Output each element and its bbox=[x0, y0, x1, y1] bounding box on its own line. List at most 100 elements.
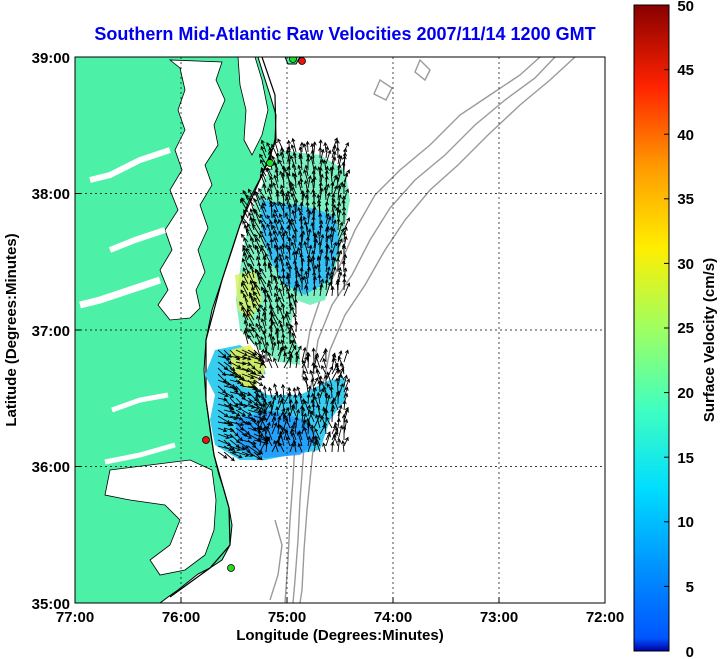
velocity-arrow bbox=[288, 398, 293, 411]
velocity-arrow bbox=[305, 236, 310, 249]
velocity-arrow bbox=[269, 273, 274, 285]
velocity-arrow bbox=[274, 263, 279, 279]
gap-hole bbox=[256, 372, 305, 395]
velocity-arrow bbox=[242, 312, 249, 327]
river-west-5 bbox=[104, 442, 176, 465]
velocity-arrow bbox=[323, 141, 328, 153]
velocity-arrow bbox=[262, 183, 267, 195]
velocity-arrow bbox=[247, 269, 255, 285]
velocity-arrow bbox=[229, 451, 243, 459]
velocity-arrow bbox=[241, 409, 253, 416]
velocity-arrow bbox=[260, 168, 267, 183]
velocity-arrow bbox=[308, 408, 315, 423]
colorbar-tick-label: 10 bbox=[677, 514, 694, 531]
velocity-arrow bbox=[312, 165, 318, 177]
velocity-arrow bbox=[241, 433, 253, 439]
velocity-arrow bbox=[289, 344, 297, 357]
velocity-arrow bbox=[241, 257, 249, 273]
velocity-arrow bbox=[241, 397, 253, 404]
velocity-arrow bbox=[229, 421, 245, 427]
velocity-arrow bbox=[306, 266, 312, 279]
velocity-arrow bbox=[278, 287, 285, 303]
velocity-arrow bbox=[253, 233, 261, 243]
velocity-arrow bbox=[329, 248, 334, 261]
velocity-arrow bbox=[281, 172, 286, 189]
velocity-arrow bbox=[341, 211, 347, 225]
velocity-arrow bbox=[298, 241, 303, 255]
velocity-arrow bbox=[267, 187, 273, 201]
velocity-arrow bbox=[261, 223, 267, 237]
velocity-arrow bbox=[223, 445, 237, 454]
velocity-arrow bbox=[243, 209, 249, 219]
velocity-arrow bbox=[281, 202, 286, 219]
velocity-arrow bbox=[235, 397, 243, 406]
velocity-arrow bbox=[275, 303, 280, 315]
velocity-arrow bbox=[217, 391, 229, 398]
velocity-arrow bbox=[297, 180, 303, 195]
velocity-arrow bbox=[313, 376, 319, 387]
x-tick-label: 73:00 bbox=[480, 609, 518, 626]
velocity-arrow bbox=[291, 405, 297, 417]
velocity-arrow bbox=[332, 434, 339, 447]
velocity-arrow bbox=[263, 348, 269, 363]
velocity-arrow bbox=[325, 145, 330, 159]
velocity-arrow bbox=[223, 421, 234, 427]
velocity-arrow bbox=[301, 412, 307, 429]
velocity-arrow bbox=[241, 373, 255, 380]
velocity-arrow bbox=[342, 425, 347, 441]
velocity-arrows bbox=[217, 137, 351, 462]
velocity-arrow bbox=[235, 439, 249, 449]
velocity-arrow bbox=[252, 217, 261, 231]
velocity-arrow bbox=[268, 183, 273, 195]
velocity-arrow bbox=[268, 332, 273, 345]
velocity-arrow bbox=[298, 211, 304, 225]
velocity-arrow bbox=[262, 261, 267, 273]
velocity-arrow bbox=[267, 351, 273, 363]
velocity-arrow bbox=[241, 355, 252, 361]
velocity-arrow bbox=[314, 427, 321, 441]
velocity-arrow bbox=[321, 365, 327, 375]
velocity-arrow bbox=[322, 442, 327, 453]
velocity-arrow bbox=[271, 439, 279, 453]
colorbar-tick-label: 0 bbox=[686, 644, 694, 659]
velocity-arrow bbox=[242, 272, 249, 285]
velocity-arrow bbox=[223, 349, 232, 359]
velocity-arrow bbox=[292, 250, 297, 267]
velocity-arrow bbox=[229, 385, 239, 393]
velocity-arrow bbox=[310, 149, 315, 165]
y-tick-labels: 39:00 38:00 37:00 36:00 35:00 bbox=[32, 50, 70, 613]
velocity-arrow bbox=[343, 386, 349, 399]
velocity-arrow bbox=[318, 375, 323, 387]
velocity-arrow bbox=[330, 285, 335, 297]
velocity-arrow bbox=[273, 439, 279, 453]
velocity-arrow bbox=[329, 166, 334, 183]
velocity-arrow bbox=[241, 349, 256, 357]
velocity-arrow bbox=[284, 428, 291, 441]
velocity-arrow bbox=[312, 285, 317, 297]
velocity-arrow bbox=[330, 181, 335, 195]
velocity-arrow bbox=[281, 273, 286, 285]
velocity-arrow bbox=[319, 233, 325, 249]
velocity-arrow bbox=[286, 139, 291, 153]
velocity-arrow bbox=[284, 313, 291, 327]
y-axis-label: Latitude (Degrees:Minutes) bbox=[3, 233, 20, 426]
colorbar-tick-label: 30 bbox=[677, 256, 694, 273]
velocity-arrow bbox=[305, 140, 310, 153]
velocity-arrow bbox=[307, 438, 314, 453]
velocity-arrow bbox=[292, 421, 297, 435]
velocity-arrow bbox=[275, 152, 280, 165]
river-west-2 bbox=[108, 227, 166, 253]
velocity-arrow bbox=[247, 188, 255, 201]
velocity-arrow bbox=[311, 347, 316, 363]
velocity-arrow bbox=[288, 301, 293, 315]
velocity-arrow bbox=[286, 172, 291, 189]
velocity-arrow bbox=[245, 228, 255, 243]
velocity-arrow bbox=[299, 233, 304, 249]
x-axis-label: Longitude (Degrees:Minutes) bbox=[236, 627, 444, 644]
velocity-arrow bbox=[253, 367, 262, 375]
velocity-arrow bbox=[253, 451, 263, 461]
velocity-arrow bbox=[298, 154, 303, 171]
velocity-arrow bbox=[333, 421, 339, 435]
velocity-arrow bbox=[293, 173, 298, 189]
velocity-arrow bbox=[267, 357, 273, 369]
